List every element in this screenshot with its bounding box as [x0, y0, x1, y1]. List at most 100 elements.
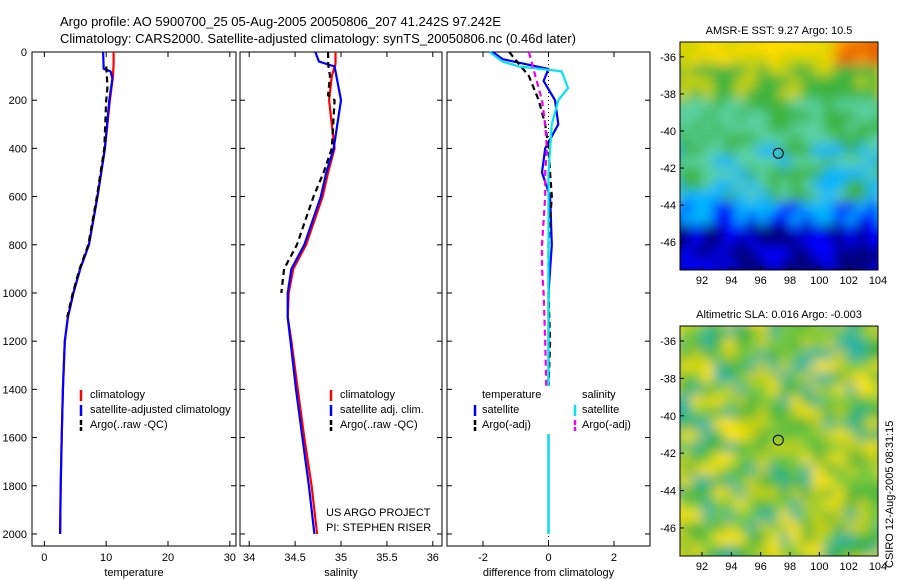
sla_map-cell [757, 452, 769, 465]
sla_map-cell [702, 533, 714, 546]
sla_map-cell [768, 544, 780, 556]
sst_map-cell [724, 144, 736, 157]
sla_map-cell [790, 360, 802, 373]
sst_map-cell [746, 76, 758, 89]
difference-series-line [508, 51, 553, 414]
sst_map-cell [691, 190, 703, 203]
sst_map-cell [856, 178, 868, 192]
sst_map-cell [812, 190, 824, 203]
sst_map-cell [834, 201, 846, 214]
sla_map-cell [823, 406, 835, 419]
salinity-series-line [286, 51, 343, 535]
sst_map-cell [746, 235, 758, 249]
sla_map-cell [746, 475, 758, 488]
sst_map-cell [691, 235, 703, 249]
sst_map-cell [680, 110, 681, 123]
sla_map-xtick-label: 102 [839, 561, 857, 573]
sst_map-cell [801, 167, 813, 180]
sla_map-cell [735, 544, 747, 556]
sst_map-cell [746, 213, 758, 226]
sst_map-cell [823, 167, 835, 180]
sla_map-cell [790, 533, 802, 546]
sla_map-cell [823, 441, 835, 454]
sst_map-cell [746, 247, 758, 260]
sla_map-cell [680, 383, 692, 396]
sst_map-cell [713, 156, 725, 169]
sla_map-cell [801, 326, 813, 339]
sst_map-cell [779, 224, 791, 237]
sla_map-cell [735, 475, 747, 488]
sst_map-cell [878, 213, 890, 225]
sla_map-cell [878, 395, 890, 408]
sla_map-cell [856, 383, 868, 396]
sst_map-cell [680, 42, 681, 43]
sla_map-cell [790, 429, 802, 442]
sla_map-cell [779, 418, 791, 431]
sst_map-cell [812, 64, 824, 78]
sst_map-cell [856, 42, 868, 43]
sla_map-cell [680, 452, 692, 465]
sst_map-cell [812, 133, 824, 146]
sst_map-cell [878, 247, 890, 259]
sla_map-cell [724, 349, 736, 362]
sla_map-cell [680, 372, 692, 385]
sst_map-cell [834, 133, 846, 146]
sla_map-cell [746, 487, 758, 500]
sla_map-cell [724, 533, 736, 546]
sst_map-cell [834, 53, 846, 66]
sla_map-cell [845, 464, 857, 477]
sst_map-cell [856, 42, 868, 55]
sla_map-cell [757, 383, 769, 396]
sla_map-cell [856, 337, 868, 350]
sst_map-cell [680, 76, 681, 89]
sst_map-cell [856, 99, 868, 112]
sst_map-cell [812, 144, 824, 157]
sst_map-cell [746, 144, 758, 157]
sla_map-cell [856, 441, 868, 454]
sst_map-cell [856, 224, 868, 237]
sst_map-cell [801, 213, 813, 226]
sst_map-cell [779, 156, 791, 169]
sst_map-cell [823, 224, 835, 237]
sst_map-cell [790, 224, 802, 237]
sst_map-cell [790, 201, 802, 214]
salinity-panel: 34 34.5 35 35.5 36 salinity climatology satelli… [239, 51, 443, 579]
sla_map-cell [878, 326, 890, 339]
sst_map-cell [768, 87, 780, 100]
sla_map-cell [724, 360, 736, 373]
sst_map-cell [779, 110, 791, 123]
sst_map-cell [790, 156, 802, 169]
temperature-panel: 0 10 20 30 0 200 400 600 800 1000 1200 1400 1600 1800… [3, 47, 237, 579]
sst_map-cell [779, 87, 791, 100]
sst_map-cell [669, 270, 681, 282]
sla_map-cell [713, 360, 725, 373]
sla_map-cell [691, 475, 703, 488]
sla_map-cell [746, 441, 758, 454]
sst_map-cell [856, 201, 868, 214]
sst_map-cell [823, 213, 835, 226]
sla_map-cell [812, 360, 824, 373]
sst_map-cell [746, 133, 758, 146]
sst_map-cell [834, 99, 846, 112]
sst_map-cell [746, 178, 758, 192]
sla_map-cell [823, 349, 835, 362]
sla_map-cell [812, 498, 824, 511]
sla_map-cell [768, 510, 780, 523]
sst_map-cell [867, 121, 878, 135]
pi-label: PI: STEPHEN RISER [326, 522, 431, 534]
sla_map-cell [845, 395, 857, 408]
sst_map-cell [867, 53, 878, 66]
sla_map-cell [691, 498, 703, 511]
sla_map-cell [867, 452, 878, 465]
sla_map-cell [834, 360, 846, 373]
sst_map-cell [790, 76, 802, 89]
sla_map-cell [834, 441, 846, 454]
sst_map-cell [878, 224, 890, 236]
sst_map-cell [768, 42, 780, 55]
sla_map-xtick-label: 94 [725, 561, 737, 573]
sst_map-cell [713, 53, 725, 66]
sla_map-cell [779, 326, 791, 339]
sst_map-cell [724, 235, 736, 249]
sla_map-cell [702, 487, 714, 500]
